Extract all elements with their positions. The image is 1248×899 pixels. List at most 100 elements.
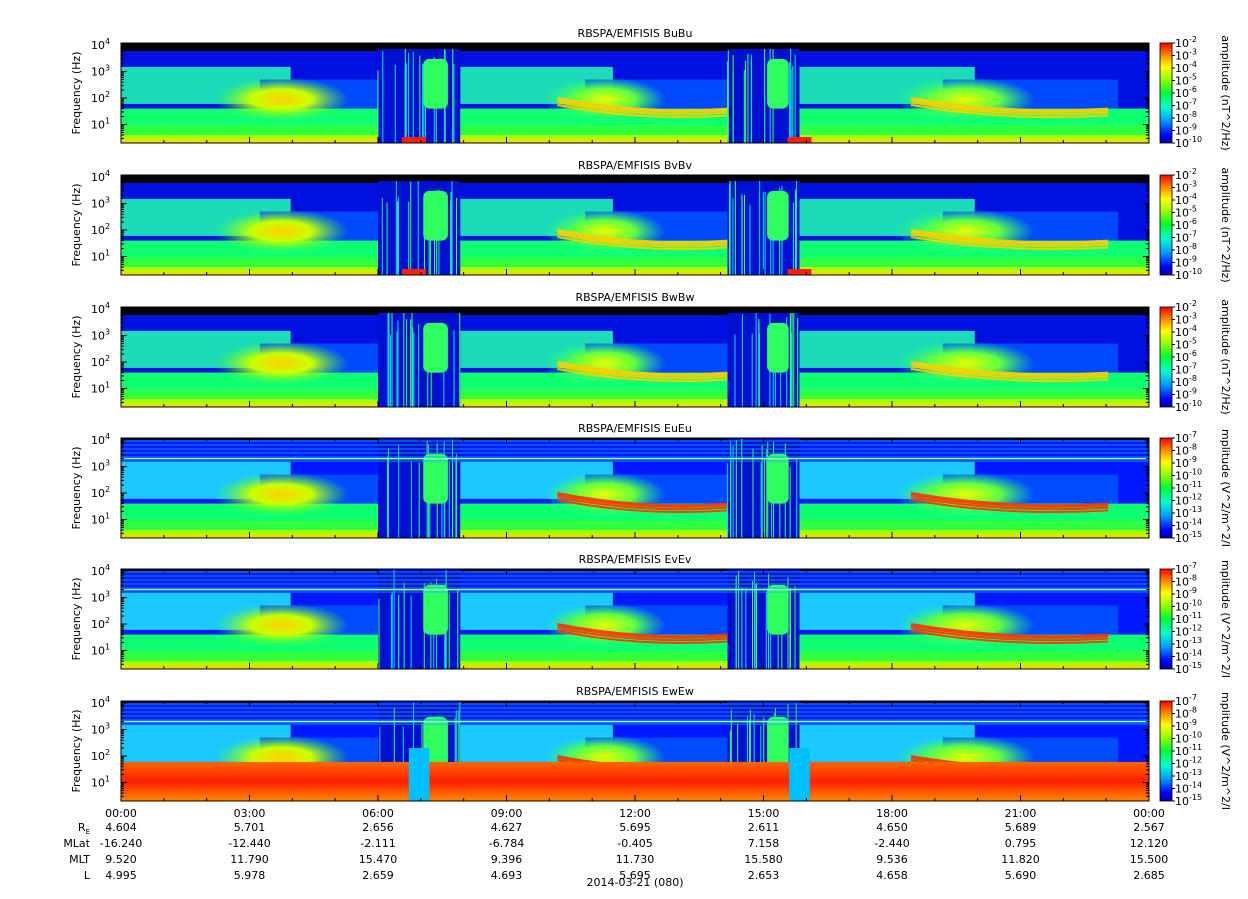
colorbar	[1159, 437, 1173, 539]
colorbar-tick-label: 10-3	[1175, 312, 1197, 327]
y-tick-label: 104	[91, 301, 110, 316]
colorbar-tick-label: 10-11	[1175, 480, 1202, 495]
spectrogram-panel-1: RBSPA/EMFISIS BuBu 104 103 102 101 Frequency …	[70, 27, 1232, 151]
colorbar-tick-label: 10-15	[1175, 530, 1202, 545]
ephemeris-value: 4.658	[876, 869, 908, 882]
colorbar-tick-label: 10-11	[1175, 611, 1202, 626]
colorbar-tick-label: 10-4	[1175, 192, 1197, 207]
colorbar-tick-label: 10-8	[1175, 110, 1197, 125]
y-axis-label: Frequency (Hz)	[70, 52, 83, 135]
colorbar-tick-label: 10-7	[1175, 230, 1197, 245]
y-tick-label: 104	[91, 563, 110, 578]
y-tick-label: 101	[91, 116, 110, 131]
ephemeris-value: -16.240	[100, 837, 142, 850]
date-label: 2014-03-21 (080)	[586, 876, 683, 889]
colorbar-tick-label: 10-6	[1175, 85, 1197, 100]
y-tick-label: 103	[91, 590, 110, 605]
colorbar	[1159, 42, 1173, 144]
colorbar-label: mplitude (V^2/m^2/I	[1219, 692, 1232, 810]
colorbar-tick-label: 10-4	[1175, 324, 1197, 339]
ephemeris-value: -2.111	[360, 837, 395, 850]
ephemeris-value: 2.685	[1133, 869, 1165, 882]
colorbar-tick-label: 10-9	[1175, 455, 1197, 470]
y-axis-label: Frequency (Hz)	[70, 316, 83, 399]
ephemeris-value: 0.795	[1005, 837, 1037, 850]
y-tick-label: 102	[91, 354, 110, 369]
colorbar-tick-label: 10-10	[1175, 599, 1202, 614]
colorbar-tick-label: 10-7	[1175, 98, 1197, 113]
y-tick-label: 103	[91, 328, 110, 343]
y-tick-label: 102	[91, 90, 110, 105]
colorbar-tick-label: 10-15	[1175, 661, 1202, 676]
y-tick-label: 101	[91, 380, 110, 395]
colorbar-tick-label: 10-7	[1175, 430, 1197, 445]
y-tick-label: 101	[91, 642, 110, 657]
colorbar-tick-label: 10-9	[1175, 255, 1197, 270]
ephemeris-row-label: L	[84, 869, 91, 882]
y-tick-label: 104	[91, 432, 110, 447]
y-tick-label: 103	[91, 459, 110, 474]
colorbar-tick-label: 10-8	[1175, 242, 1197, 257]
ephemeris-value: 5.695	[619, 869, 651, 882]
ephemeris-value: 5.689	[1005, 821, 1037, 834]
spectrogram-image	[121, 438, 1149, 538]
y-tick-label: 101	[91, 511, 110, 526]
ephemeris-value: 2.567	[1133, 821, 1165, 834]
spectrogram-image	[121, 701, 1149, 801]
panel-title: RBSPA/EMFISIS EuEu	[578, 422, 692, 435]
ephemeris-value: 5.701	[234, 821, 266, 834]
ephemeris-value: 2.611	[748, 821, 780, 834]
spectrogram-panel-5: RBSPA/EMFISIS EvEv 104 103 102 101 Frequency …	[70, 553, 1232, 678]
colorbar-tick-label: 10-12	[1175, 624, 1202, 639]
colorbar	[1159, 174, 1173, 276]
colorbar	[1159, 700, 1173, 802]
time-tick-label: 21:00	[1005, 807, 1037, 820]
ephemeris-value: 15.500	[1130, 853, 1169, 866]
panel-title: RBSPA/EMFISIS BvBv	[578, 159, 692, 172]
y-tick-label: 104	[91, 695, 110, 710]
colorbar-label: mplitude (V^2/m^2/I	[1219, 429, 1232, 547]
colorbar-label: amplitude (nT^2/Hz)	[1219, 35, 1232, 150]
time-tick-label: 03:00	[234, 807, 266, 820]
colorbar-label: amplitude (nT^2/Hz)	[1219, 299, 1232, 414]
colorbar-tick-label: 10-12	[1175, 493, 1202, 508]
time-tick-label: 00:00	[105, 807, 137, 820]
colorbar-tick-label: 10-7	[1175, 693, 1197, 708]
colorbar-tick-label: 10-9	[1175, 586, 1197, 601]
time-tick-label: 18:00	[876, 807, 908, 820]
y-tick-label: 102	[91, 748, 110, 763]
ephemeris-value: 2.653	[748, 869, 780, 882]
colorbar-tick-label: 10-3	[1175, 48, 1197, 63]
colorbar-tick-label: 10-2	[1175, 167, 1197, 182]
colorbar-tick-label: 10-15	[1175, 793, 1202, 808]
colorbar	[1159, 306, 1173, 408]
colorbar-tick-label: 10-6	[1175, 349, 1197, 364]
colorbar-tick-label: 10-8	[1175, 374, 1197, 389]
ephemeris-value: 4.693	[491, 869, 523, 882]
colorbar-tick-label: 10-10	[1175, 731, 1202, 746]
colorbar	[1159, 568, 1173, 670]
y-tick-label: 103	[91, 722, 110, 737]
ephemeris-value: 4.604	[105, 821, 137, 834]
colorbar-tick-label: 10-11	[1175, 743, 1202, 758]
y-tick-label: 103	[91, 196, 110, 211]
colorbar-tick-label: 10-4	[1175, 60, 1197, 75]
time-axis: 00:00 03:00 06:00 09:00 12:00 15:00 18:00 21:00…	[63, 807, 1168, 889]
spectrogram-image	[121, 175, 1149, 275]
ephemeris-row-label: MLT	[69, 853, 90, 866]
colorbar-tick-label: 10-9	[1175, 123, 1197, 138]
ephemeris-value: 5.690	[1005, 869, 1037, 882]
y-tick-label: 101	[91, 774, 110, 789]
colorbar-tick-label: 10-8	[1175, 443, 1197, 458]
spectrogram-image	[121, 569, 1149, 669]
colorbar-tick-label: 10-5	[1175, 205, 1197, 220]
panel-title: RBSPA/EMFISIS BwBw	[576, 291, 695, 304]
colorbar-tick-label: 10-13	[1175, 636, 1202, 651]
colorbar-tick-label: 10-14	[1175, 518, 1202, 533]
colorbar-tick-label: 10-14	[1175, 781, 1202, 796]
panel-title: RBSPA/EMFISIS BuBu	[578, 27, 693, 40]
ephemeris-value: 2.656	[362, 821, 394, 834]
colorbar-tick-label: 10-7	[1175, 362, 1197, 377]
ephemeris-value: 4.650	[876, 821, 908, 834]
